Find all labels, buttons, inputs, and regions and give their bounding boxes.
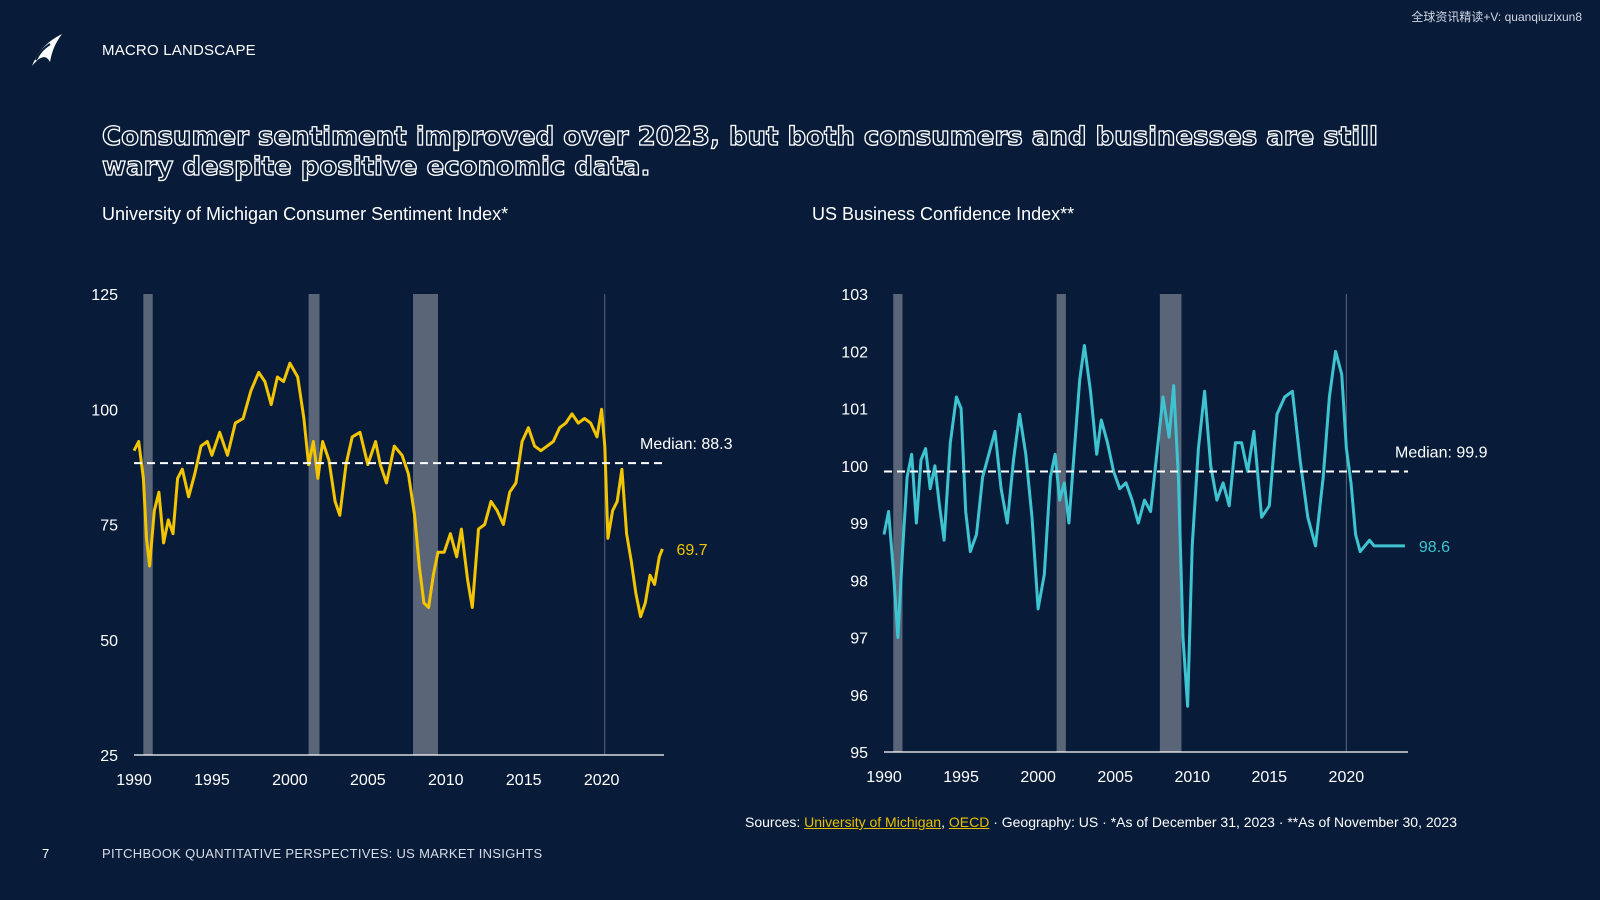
y-tick-label: 102 (841, 344, 868, 361)
source-link-oecd[interactable]: OECD (948, 814, 990, 830)
x-tick-label: 2000 (1020, 769, 1056, 786)
median-label: Median: 99.9 (1395, 444, 1488, 461)
y-tick-label: 25 (100, 748, 118, 765)
recession-band (413, 294, 438, 755)
y-tick-label: 50 (100, 633, 118, 650)
x-tick-label: 2015 (506, 772, 542, 789)
y-tick-label: 99 (850, 516, 868, 533)
page-number: 7 (42, 846, 50, 861)
recession-band (1159, 294, 1182, 752)
x-tick-label: 2010 (428, 772, 464, 789)
series-line (132, 361, 664, 619)
x-tick-label: 2020 (584, 772, 620, 789)
x-tick-label: 1990 (116, 772, 152, 789)
x-tick-label: 2010 (1174, 769, 1210, 786)
y-tick-label: 95 (850, 745, 868, 762)
last-value-label: 98.6 (1419, 539, 1450, 556)
y-tick-label: 75 (100, 518, 118, 535)
recession-band (308, 294, 320, 755)
y-tick-label: 100 (841, 459, 868, 476)
chart-title-consumer-sentiment: University of Michigan Consumer Sentimen… (102, 204, 509, 224)
x-tick-label: 2000 (272, 772, 308, 789)
x-tick-label: 1990 (866, 769, 902, 786)
sources-comma: , (941, 814, 949, 830)
business-confidence-chart: 95 96 97 98 99 100 101 102 103 1990 1995 2000 2005 20… (841, 287, 1488, 786)
x-tick-label: 2005 (1097, 769, 1133, 786)
page-headline: Consumer sentiment improved over 2023, b… (101, 121, 1378, 182)
y-tick-label: 103 (841, 287, 868, 304)
x-tick-label: 1995 (943, 769, 979, 786)
median-label: Median: 88.3 (640, 436, 733, 453)
recession-band (1056, 294, 1066, 752)
section-label: MACRO LANDSCAPE (102, 42, 256, 59)
y-tick-label: 125 (91, 287, 118, 304)
watermark: 全球资讯精读+V: quanqiuzixun8 (1411, 10, 1582, 24)
sources-notes: · Geography: US · *As of December 31, 20… (989, 814, 1457, 830)
sources-prefix: Sources: (745, 814, 805, 830)
y-tick-label: 98 (850, 573, 868, 590)
recession-band (893, 294, 903, 752)
sources-line: Sources: University of Michigan, OECD · … (745, 814, 1457, 830)
chart-title-business-confidence: US Business Confidence Index** (812, 204, 1075, 224)
consumer-sentiment-chart: 25 50 75 100 125 1990 1995 2000 2005 2010 2015 2020… (91, 287, 733, 789)
series-line (882, 344, 1405, 708)
y-tick-label: 101 (841, 402, 868, 419)
y-tick-label: 97 (850, 631, 868, 648)
source-link-umich[interactable]: University of Michigan (804, 814, 942, 830)
x-tick-label: 2020 (1329, 769, 1365, 786)
footer-publication: PITCHBOOK QUANTITATIVE PERSPECTIVES: US … (102, 846, 543, 861)
x-tick-label: 2015 (1251, 769, 1287, 786)
x-tick-label: 1995 (194, 772, 230, 789)
pitchbook-logo-icon (32, 34, 62, 66)
x-tick-label: 2005 (350, 772, 386, 789)
y-tick-label: 96 (850, 688, 868, 705)
y-tick-label: 100 (91, 402, 118, 419)
recession-band (143, 294, 153, 755)
last-value-label: 69.7 (676, 542, 707, 559)
